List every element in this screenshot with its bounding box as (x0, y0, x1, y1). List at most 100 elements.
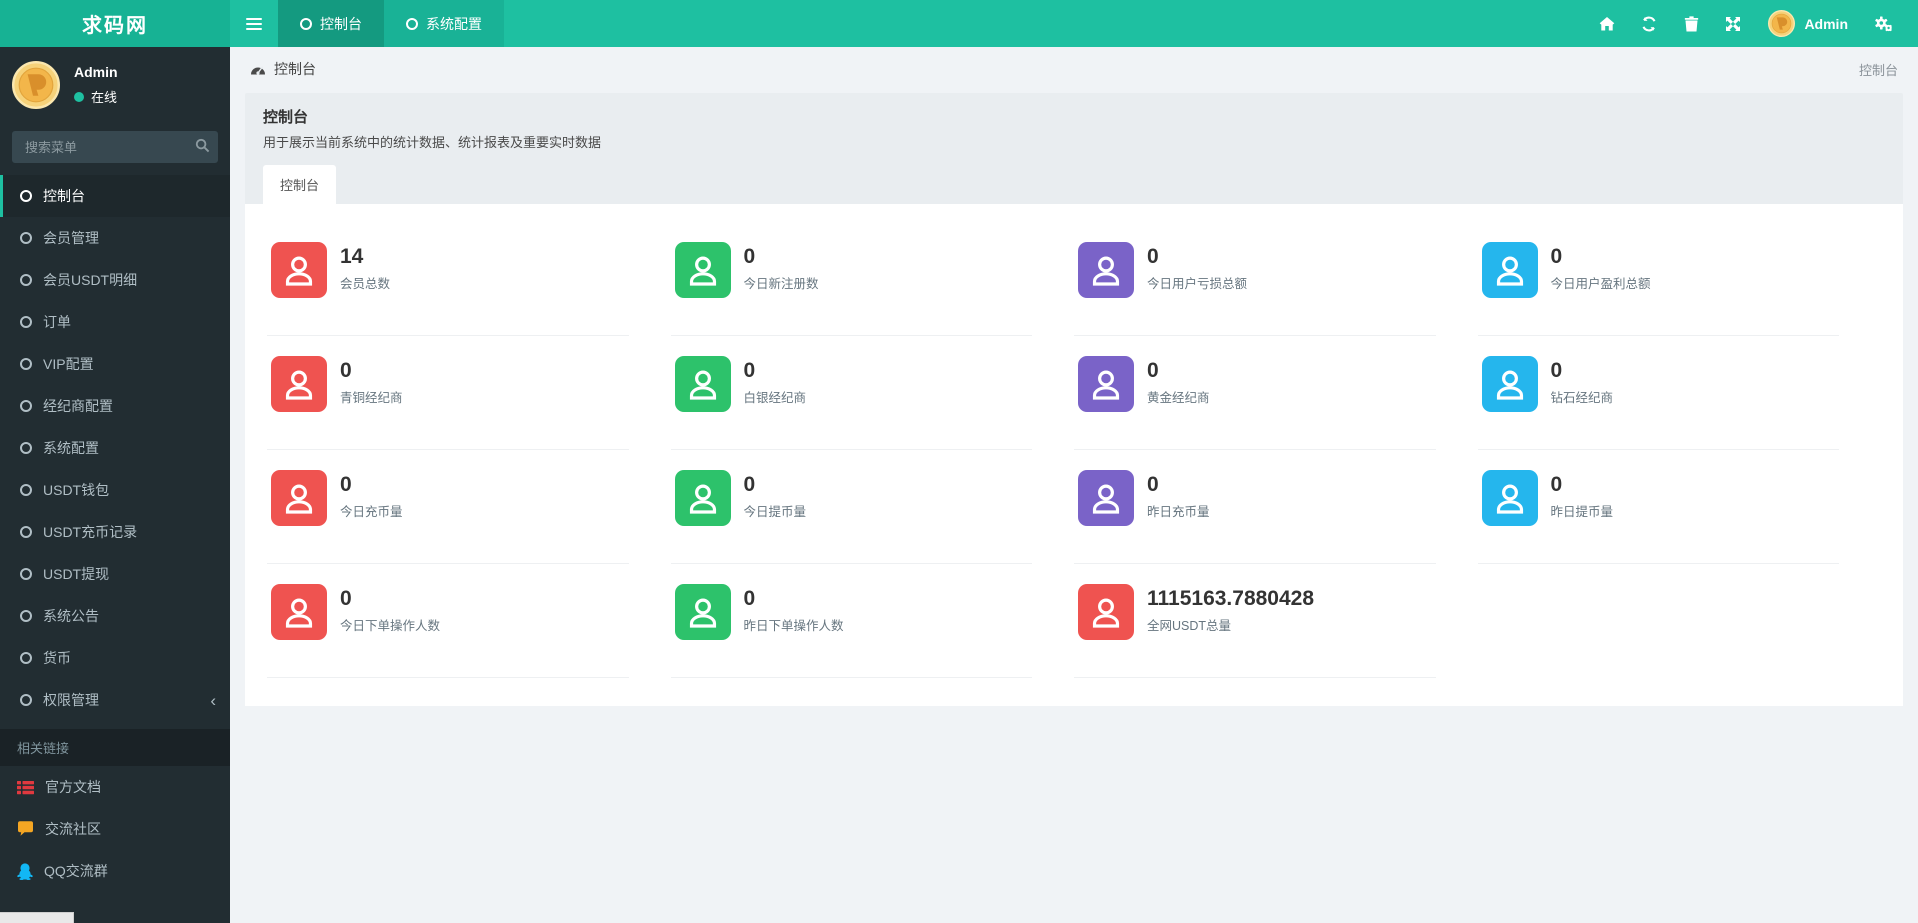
user-icon (1496, 256, 1523, 286)
stat-label: 钻石经纪商 (1550, 391, 1614, 406)
breadcrumb-right-label[interactable]: 控制台 (1858, 62, 1898, 78)
sidebar-menu-item[interactable]: VIP配置 (0, 343, 230, 385)
panel-tabs: 控制台 (245, 153, 1903, 204)
sidebar-menu-item[interactable]: 会员USDT明细 (0, 259, 230, 301)
circle-icon (20, 190, 32, 202)
stat-icon-box (674, 584, 731, 640)
circle-icon (20, 358, 32, 370)
breadcrumb-current[interactable]: 控制台 (274, 61, 316, 77)
chevron-left-icon: ‹ (210, 690, 216, 710)
panel-subtitle: 用于展示当前系统中的统计数据、统计报表及重要实时数据 (263, 135, 602, 150)
user-menu[interactable]: Admin (1758, 10, 1858, 37)
user-icon (689, 370, 716, 400)
sidebar-menu-item[interactable]: 系统配置 (0, 427, 230, 469)
sidebar-toggle-button[interactable] (230, 0, 278, 47)
user-name: Admin (1804, 15, 1848, 32)
expand-icon (1726, 16, 1741, 31)
menu-item-label: 权限管理 (43, 692, 99, 708)
menu-item-label: 控制台 (43, 188, 85, 204)
sidebar-menu-item[interactable]: 权限管理 ‹ (0, 679, 230, 721)
stat-card: 1115163.7880428 全网USDT总量 (1074, 564, 1478, 678)
main-content: 控制台 控制台 控制台 用于展示当前系统中的统计数据、统计报表及重要实时数据 控… (230, 47, 1918, 923)
link-label: 官方文档 (45, 779, 101, 795)
stat-label: 黄金经纪商 (1147, 391, 1210, 406)
stat-label: 白银经纪商 (743, 391, 807, 406)
avatar-coin (12, 61, 60, 109)
hamburger-icon (246, 15, 262, 33)
stat-label: 今日用户亏损总额 (1147, 277, 1248, 292)
trash-button[interactable] (1674, 0, 1708, 47)
user-icon (285, 484, 313, 514)
sidebar-link-community[interactable]: 交流社区 (0, 808, 230, 850)
console-panel: 控制台 用于展示当前系统中的统计数据、统计报表及重要实时数据 控制台 14 会员… (245, 93, 1903, 706)
stat-value: 0 (340, 359, 352, 382)
sidebar-user-name: Admin (74, 64, 118, 80)
sidebar-link-qq-group[interactable]: QQ交流群 (0, 850, 230, 892)
dashboard-gauge-icon (251, 66, 265, 75)
settings-button[interactable] (1866, 0, 1900, 47)
stat-card: 0 今日下单操作人数 (267, 564, 671, 678)
sidebar-user-status[interactable]: 在线 (74, 87, 118, 106)
nav-tab-system-config[interactable]: 系统配置 (384, 0, 504, 47)
user-icon (1496, 370, 1523, 400)
circle-icon (20, 400, 32, 412)
user-icon (1092, 256, 1120, 286)
sidebar-link-docs[interactable]: 官方文档 (0, 766, 230, 808)
user-icon (689, 598, 716, 628)
fullscreen-button[interactable] (1716, 0, 1750, 47)
tab-console[interactable]: 控制台 (263, 165, 337, 204)
stat-value: 0 (1147, 245, 1159, 268)
sidebar-menu-item[interactable]: 系统公告 (0, 595, 230, 637)
stat-card: 0 今日提币量 (670, 450, 1075, 564)
sidebar-menu-item[interactable]: USDT提现 (0, 553, 230, 595)
breadcrumb-bar: 控制台 控制台 (230, 47, 1918, 91)
stat-icon-box (271, 356, 327, 412)
stat-value: 0 (1550, 245, 1563, 268)
refresh-icon (1642, 16, 1656, 31)
circle-icon (20, 274, 32, 286)
stat-icon-box (674, 242, 731, 298)
sidebar-section-header: 相关链接 (0, 729, 230, 766)
user-icon (1092, 484, 1120, 514)
stat-icon-box (271, 242, 327, 298)
user-icon (285, 370, 313, 400)
stat-value: 0 (1550, 359, 1563, 382)
brand-logo[interactable]: 求码网 (0, 0, 230, 47)
circle-icon (20, 652, 32, 664)
stats-area: 14 会员总数 0 今日新注册数 0 今日用户亏损总额 (245, 204, 1903, 706)
circle-icon (20, 232, 32, 244)
menu-search-input[interactable] (12, 131, 218, 163)
stat-icon-box (674, 470, 731, 526)
sidebar-menu-item[interactable]: 会员管理 (0, 217, 230, 259)
sidebar-menu-item[interactable]: 货币 (0, 637, 230, 679)
menu-item-label: 货币 (43, 650, 71, 666)
sidebar-menu-item[interactable]: 经纪商配置 (0, 385, 230, 427)
nav-tab-console[interactable]: 控制台 (278, 0, 384, 47)
stat-card: 0 昨日下单操作人数 (670, 564, 1075, 678)
stat-label: 今日新注册数 (743, 277, 819, 292)
sidebar-menu-item[interactable]: 订单 (0, 301, 230, 343)
stat-label: 会员总数 (340, 277, 391, 292)
refresh-button[interactable] (1632, 0, 1666, 47)
stat-icon-box (1078, 470, 1134, 526)
search-submit-button[interactable] (195, 138, 210, 153)
home-button[interactable] (1590, 0, 1624, 47)
menu-item-label: USDT提现 (43, 566, 110, 582)
stat-icon-box (1078, 584, 1134, 640)
sidebar-menu-item[interactable]: 控制台 (0, 175, 230, 217)
stat-value: 0 (743, 359, 756, 382)
stat-label: 青铜经纪商 (340, 391, 403, 406)
sidebar-menu: 控制台 会员管理 会员USDT明细 订单 VIP配置 经纪商配置 系统配置 US… (0, 175, 230, 721)
stat-icon-box (674, 356, 731, 412)
stat-value: 0 (340, 473, 352, 496)
circle-icon (20, 568, 32, 580)
stat-value: 0 (1550, 473, 1563, 496)
sidebar-menu-item[interactable]: USDT钱包 (0, 469, 230, 511)
stat-icon-box (271, 470, 327, 526)
sidebar-menu-item[interactable]: USDT充币记录 (0, 511, 230, 553)
user-icon (1496, 484, 1523, 514)
stat-value: 0 (743, 245, 756, 268)
stat-label: 昨日提币量 (1550, 505, 1614, 520)
user-icon (689, 484, 716, 514)
